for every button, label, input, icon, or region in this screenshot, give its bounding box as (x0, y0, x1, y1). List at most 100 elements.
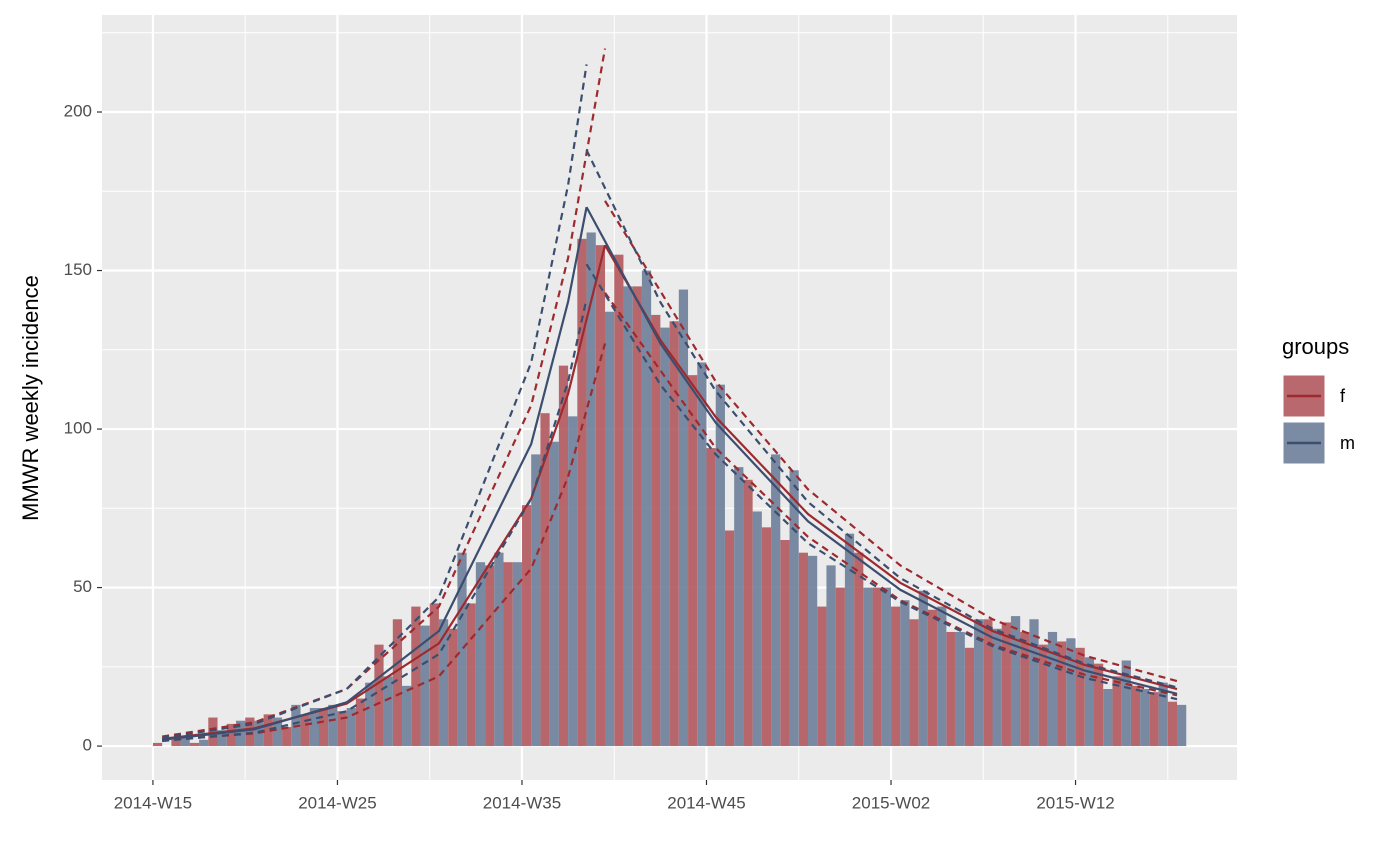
bar (881, 587, 892, 747)
bars (152, 232, 1187, 747)
y-tick-label: 200 (64, 101, 92, 120)
bar (780, 540, 790, 747)
bar (152, 742, 163, 747)
bar (328, 704, 338, 747)
bar (964, 647, 975, 747)
bar (531, 454, 541, 747)
bar (189, 742, 200, 747)
bar (318, 708, 329, 747)
bar (688, 375, 698, 747)
x-tick-label: 2014-W35 (483, 793, 561, 812)
bar (457, 552, 467, 747)
bar (835, 587, 845, 747)
bar (651, 314, 661, 747)
legend-label: m (1340, 433, 1355, 453)
bar (605, 311, 615, 747)
bar (974, 619, 984, 747)
y-tick-label: 50 (73, 577, 92, 596)
x-tick-label: 2014-W25 (298, 793, 376, 812)
bar (1112, 676, 1122, 747)
bar (586, 232, 596, 747)
bar (1093, 663, 1104, 747)
bar (282, 727, 292, 747)
bar (512, 562, 522, 747)
x-tick-label: 2014-W15 (114, 793, 192, 812)
bar (724, 530, 735, 747)
bar (798, 552, 808, 747)
bar (475, 562, 486, 747)
bar (199, 739, 209, 747)
bar (1140, 689, 1150, 747)
bar (900, 600, 910, 747)
ci-line (162, 343, 607, 742)
bar (891, 606, 901, 747)
bar (937, 606, 947, 747)
y-tick-label: 0 (83, 736, 92, 755)
bar (697, 362, 707, 747)
bar (1158, 682, 1168, 747)
bar (355, 698, 366, 747)
ci-line (604, 292, 1178, 697)
bar (771, 454, 781, 747)
bar (485, 565, 495, 747)
bar (641, 270, 652, 747)
bar (761, 527, 772, 747)
bar (1130, 685, 1141, 747)
bar (402, 685, 412, 747)
bar (1057, 641, 1067, 747)
y-tick-label: 100 (64, 419, 92, 438)
fit-line (162, 206, 588, 741)
ci-line (585, 263, 1178, 701)
bar (1029, 619, 1039, 747)
bar (844, 533, 855, 747)
bar (854, 552, 864, 747)
bar (614, 254, 624, 747)
bar (807, 555, 818, 747)
bar (337, 711, 347, 747)
legend-title: groups (1282, 334, 1349, 359)
bar (1010, 616, 1021, 747)
bar (272, 717, 283, 747)
bar (568, 416, 578, 747)
bar (309, 708, 319, 747)
bar (411, 606, 421, 747)
bar (955, 631, 965, 747)
bar (438, 619, 449, 747)
bar (863, 587, 873, 747)
bar (448, 628, 458, 747)
bar (466, 603, 476, 747)
bar (392, 619, 403, 747)
bar (1121, 660, 1131, 747)
bar (1167, 701, 1178, 747)
bar (789, 470, 799, 747)
fit-lines (161, 48, 1178, 743)
bar (217, 730, 227, 747)
y-tick-label: 150 (64, 260, 92, 279)
bar (817, 606, 827, 747)
bar (346, 708, 356, 747)
bar (909, 619, 919, 747)
bar (826, 565, 836, 747)
bar (678, 289, 689, 747)
legend-label: f (1340, 386, 1346, 406)
bar (521, 505, 532, 747)
bar (1084, 657, 1094, 747)
bar (1103, 689, 1113, 747)
bar (226, 723, 236, 747)
bar (595, 245, 606, 747)
legend: fm (1282, 374, 1355, 465)
bar (706, 448, 716, 747)
bar (715, 384, 725, 747)
bar (983, 619, 993, 747)
bar (558, 365, 569, 747)
bar (429, 603, 439, 747)
y-axis-label: MMWR weekly incidence (18, 275, 43, 521)
x-tick-label: 2014-W45 (667, 793, 745, 812)
bar (1149, 692, 1159, 747)
ci-line (585, 149, 1178, 689)
bar (927, 609, 938, 747)
bar (300, 714, 310, 747)
bar (245, 717, 255, 747)
bar (752, 511, 762, 747)
bar (503, 562, 513, 747)
